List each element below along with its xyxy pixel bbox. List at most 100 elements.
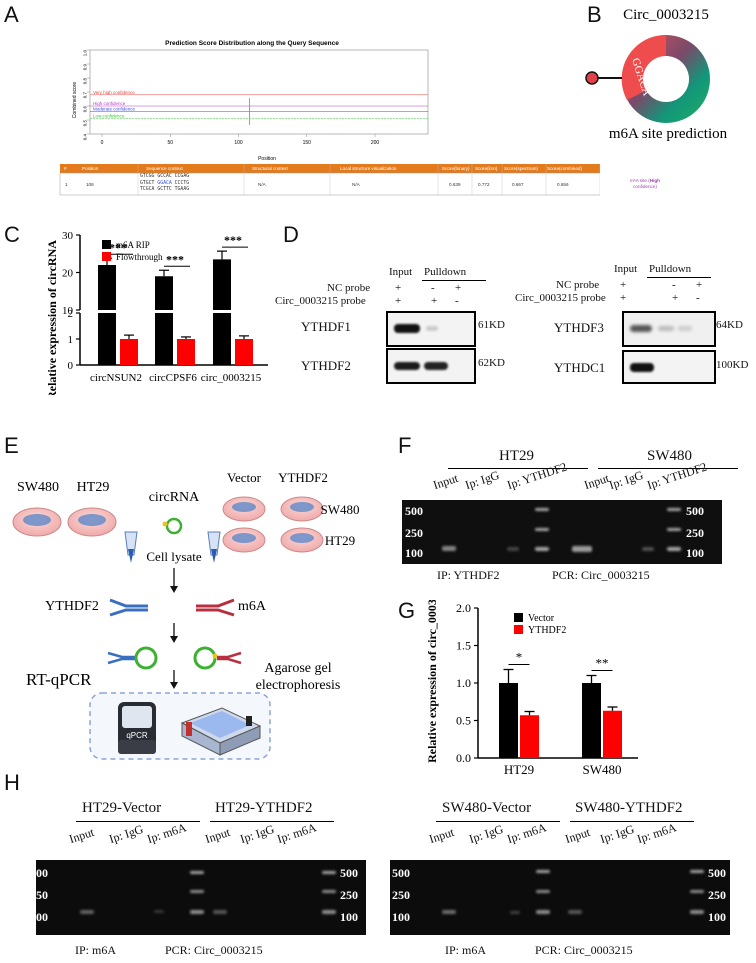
panel-label-f: F bbox=[398, 433, 412, 458]
g-bar bbox=[582, 683, 601, 758]
blot-ythdf3-kd: 64KD bbox=[716, 319, 743, 331]
c-bar-rip-high bbox=[155, 276, 173, 310]
c-xtick-label: circNSUN2 bbox=[90, 372, 142, 384]
a-xtick-label: 0 bbox=[101, 140, 104, 146]
f-bar-2 bbox=[598, 468, 738, 469]
e-ythdf2-label: YTHDF2 bbox=[278, 470, 328, 485]
g-sig-label: * bbox=[516, 650, 523, 665]
e-m6a-dot-icon bbox=[162, 521, 168, 527]
g-legend-swatch-ythdf2 bbox=[514, 625, 523, 634]
circrna-hole bbox=[643, 56, 689, 102]
d-right-pulldown-bar bbox=[647, 277, 711, 278]
e-lysate-label: Cell lysate bbox=[146, 549, 201, 564]
blot-ythdf2-kd: 62KD bbox=[478, 357, 505, 369]
a-threshold-label: Very high confidence bbox=[93, 90, 135, 95]
legend-swatch-flow bbox=[102, 252, 111, 261]
td-binary: 0.639 bbox=[449, 182, 461, 187]
gel-lane-label: Ip: m6A bbox=[275, 820, 319, 847]
gel-lane-label: Ip: IgG bbox=[238, 821, 276, 847]
blot-ythdf1-kd: 61KD bbox=[478, 319, 505, 331]
d-left-nc-m1: + bbox=[395, 282, 402, 294]
a-ytick-label: 0.7 bbox=[83, 92, 88, 99]
table-data-row: 1 108 GTCGG GCCAC CCGAG GTGCT GGACA CCCT… bbox=[60, 173, 676, 195]
motif-segment bbox=[621, 34, 666, 101]
th-spectrum: Score(spectrum) bbox=[504, 166, 538, 171]
h-ladder-band bbox=[536, 890, 550, 893]
gel-marker-label: 250 bbox=[708, 888, 726, 902]
seq-line-1: GTCGG GCCAC CCGAG bbox=[140, 174, 190, 179]
h-right-pcr: PCR: Circ_0003215 bbox=[535, 943, 633, 957]
panel-label-b: B bbox=[587, 2, 602, 27]
e-qpcr-text: qPCR bbox=[126, 731, 148, 740]
e-dish-sw480 bbox=[12, 507, 62, 537]
e-tube-right-tip bbox=[211, 549, 217, 563]
band-ythdc1-input bbox=[630, 363, 654, 372]
d-right-nc-m3: + bbox=[696, 279, 703, 291]
h-left-bar-1 bbox=[76, 821, 200, 822]
h-left-group-2: HT29-YTHDF2 bbox=[215, 800, 313, 816]
g-legend-vector: Vector bbox=[528, 613, 555, 624]
a-xtick-label: 100 bbox=[234, 140, 243, 146]
a-ytick-label: 0.9 bbox=[83, 64, 88, 71]
gel-marker-label: 500 bbox=[30, 866, 48, 880]
blot-ythdf2-label: YTHDF2 bbox=[301, 358, 351, 373]
panel-h-right-gel: SW480-Vector SW480-YTHDF2 Input Ip: IgG Ip… bbox=[390, 800, 756, 960]
c-bar-rip-low bbox=[98, 313, 116, 365]
gel-lane-label: Ip: m6A bbox=[145, 820, 189, 847]
h-right-ip: IP: m6A bbox=[445, 943, 487, 957]
h-input-band bbox=[568, 910, 582, 914]
f-ythdf2-band bbox=[642, 547, 654, 551]
f-ladder-band bbox=[667, 528, 681, 531]
panel-c-plot: 0 1 210 20 30 *** circNSUN2 *** circCPSF6 *** circ… bbox=[62, 230, 268, 384]
g-xtick-label: HT29 bbox=[504, 762, 534, 775]
panel-h-left-gel: HT29-Vector HT29-YTHDF2 Input Ip: IgG Ip: … bbox=[30, 800, 370, 960]
panel-g-ylabel-text: Relative expression of circ_0003215 bbox=[425, 600, 439, 763]
e-row-ht29-label: HT29 bbox=[325, 533, 355, 548]
a-ytick-label: 0.6 bbox=[83, 106, 88, 113]
c-ytick-label: 1 bbox=[68, 334, 74, 346]
td-structural: N/A bbox=[258, 182, 266, 187]
a-ytick-label: 0.4 bbox=[83, 134, 88, 141]
d-right-circ-label: Circ_0003215 probe bbox=[515, 292, 606, 304]
e-tube-left-tip bbox=[128, 549, 134, 563]
g-legend-ythdf2: YTHDF2 bbox=[528, 625, 566, 636]
table-columns bbox=[137, 164, 600, 195]
blot-ythdc1 bbox=[622, 350, 716, 384]
d-left-nc-m2: - bbox=[431, 282, 435, 294]
panel-a-xlabel: Position bbox=[258, 156, 276, 162]
f-ladder-band bbox=[535, 528, 549, 531]
panel-a-x-ticks: 0 50 100 150 200 bbox=[101, 134, 379, 146]
band-ythdf3-pd1 bbox=[658, 326, 674, 331]
panel-label-a: A bbox=[4, 2, 19, 27]
a-threshold-label: Moderate confidence bbox=[93, 107, 136, 112]
gel-marker-label: 100 bbox=[708, 910, 726, 924]
h-m6a-band bbox=[510, 911, 520, 914]
panel-a-threshold-lines: Very high confidence High confidenceModer… bbox=[90, 90, 428, 119]
e-dish-sw480-label: SW480 bbox=[17, 480, 59, 495]
panel-label-h: H bbox=[4, 770, 20, 795]
legend-swatch-rip bbox=[102, 240, 111, 249]
legend-label-rip: m6A RIP bbox=[116, 240, 150, 250]
panel-c-legend: m6A RIP Flowthrough bbox=[102, 240, 163, 262]
e-immunocomplex-icon bbox=[107, 646, 242, 670]
decision-c: confidence) bbox=[633, 184, 657, 189]
c-bar-flow bbox=[177, 339, 195, 365]
blot-ythdf3-label: YTHDF3 bbox=[554, 320, 604, 335]
g-bar bbox=[520, 715, 539, 758]
e-vector-label: Vector bbox=[227, 470, 262, 485]
td-knn: 0.772 bbox=[478, 182, 490, 187]
th-position: Position bbox=[82, 166, 99, 171]
g-ytick-label: 2.0 bbox=[456, 601, 471, 615]
panel-g-legend: Vector YTHDF2 bbox=[514, 613, 566, 636]
c-xtick-label: circ_0003215 bbox=[201, 372, 262, 384]
seq-line-2: GTGCT GGACA CCCTG bbox=[140, 181, 189, 188]
f-ythdf2-band bbox=[507, 547, 519, 551]
h-right-group-1: SW480-Vector bbox=[442, 800, 532, 816]
h-right-bar-2 bbox=[570, 821, 694, 822]
e-agarose-label-2: electrophoresis bbox=[256, 678, 341, 693]
panel-b-circ-diagram: Circ_0003215 GGACA m6A site prediction bbox=[585, 7, 728, 142]
td-combined: 0.656 bbox=[557, 182, 569, 187]
blot-ythdc1-kd: 100KD bbox=[716, 359, 749, 371]
td-index: 1 bbox=[65, 182, 68, 187]
h-ladder-band bbox=[190, 890, 204, 893]
